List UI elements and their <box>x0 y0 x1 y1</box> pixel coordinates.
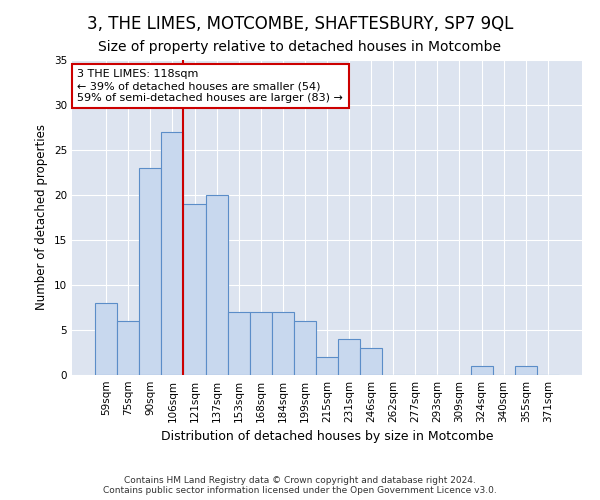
Bar <box>470 366 493 375</box>
Bar <box>139 168 161 375</box>
Text: Size of property relative to detached houses in Motcombe: Size of property relative to detached ho… <box>98 40 502 54</box>
Text: Contains HM Land Registry data © Crown copyright and database right 2024.
Contai: Contains HM Land Registry data © Crown c… <box>103 476 497 495</box>
X-axis label: Distribution of detached houses by size in Motcombe: Distribution of detached houses by size … <box>161 430 493 444</box>
Bar <box>250 312 272 375</box>
Text: 3, THE LIMES, MOTCOMBE, SHAFTESBURY, SP7 9QL: 3, THE LIMES, MOTCOMBE, SHAFTESBURY, SP7… <box>87 15 513 33</box>
Bar <box>184 204 206 375</box>
Bar <box>227 312 250 375</box>
Bar <box>360 348 382 375</box>
Bar <box>206 195 227 375</box>
Bar <box>515 366 537 375</box>
Bar <box>272 312 294 375</box>
Y-axis label: Number of detached properties: Number of detached properties <box>35 124 49 310</box>
Bar <box>161 132 184 375</box>
Bar <box>316 357 338 375</box>
Bar <box>117 321 139 375</box>
Text: 3 THE LIMES: 118sqm
← 39% of detached houses are smaller (54)
59% of semi-detach: 3 THE LIMES: 118sqm ← 39% of detached ho… <box>77 70 343 102</box>
Bar <box>95 303 117 375</box>
Bar <box>338 339 360 375</box>
Bar <box>294 321 316 375</box>
